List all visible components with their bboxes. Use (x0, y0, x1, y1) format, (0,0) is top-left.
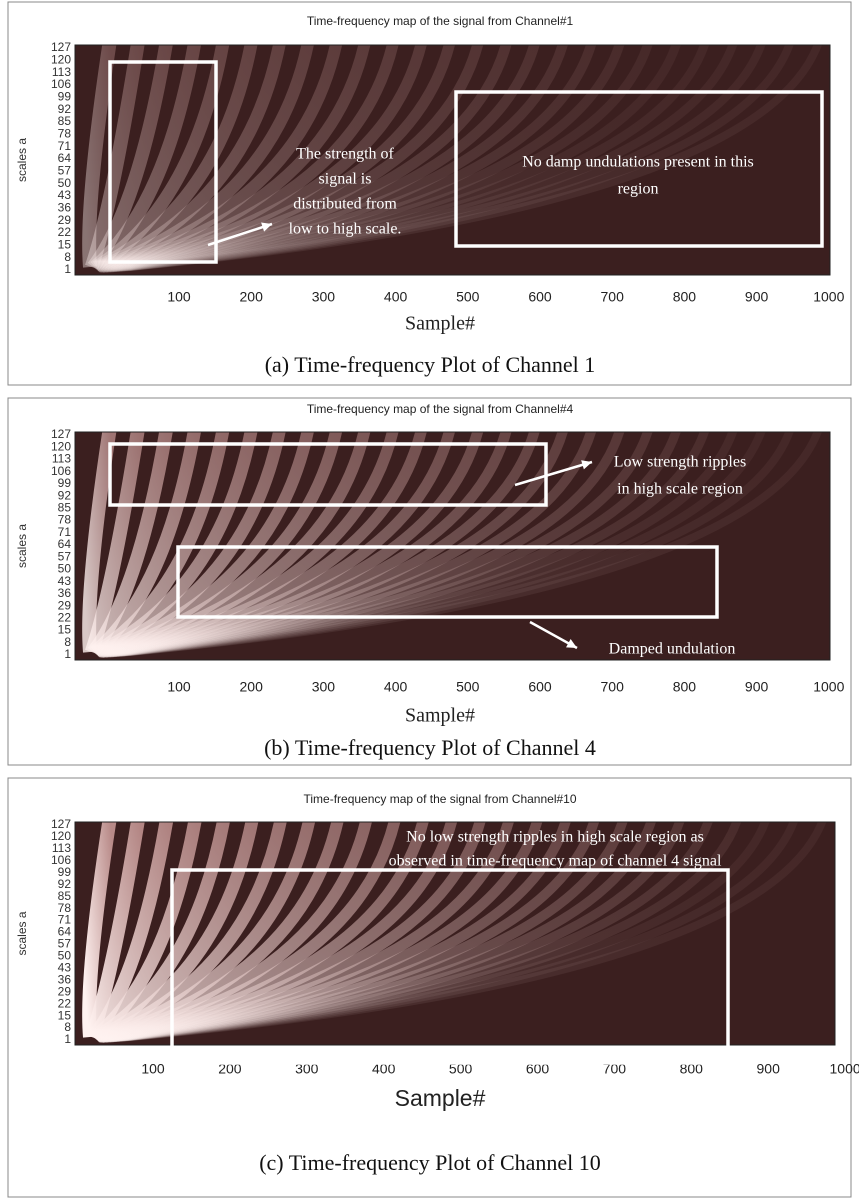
caption: (b) Time-frequency Plot of Channel 4 (264, 735, 596, 760)
panel: Time-frequency map of the signal from Ch… (8, 398, 851, 765)
x-tick-label: 300 (312, 289, 336, 305)
annotation: Damped undulation (617, 1078, 744, 1095)
x-tick-label: 400 (384, 289, 408, 305)
x-tick-label: 900 (757, 1061, 781, 1077)
annotation: region (618, 181, 659, 198)
x-tick-label: 800 (673, 679, 697, 695)
annotation: The strength of (296, 146, 394, 163)
panel: Time-frequency map of the signal from Ch… (8, 778, 859, 1197)
annotation: Damped undulation (609, 641, 736, 658)
x-tick-label: 900 (745, 289, 769, 305)
annotation: No damp undulations present in this (522, 154, 754, 171)
panel-title: Time-frequency map of the signal from Ch… (307, 402, 574, 416)
annotation: No low strength ripples in high scale re… (406, 829, 704, 846)
annotation: distributed from (293, 196, 397, 213)
panel: Time-frequency map of the signal from Ch… (8, 2, 851, 385)
panel-title: Time-frequency map of the signal from Ch… (307, 14, 574, 28)
y-tick-label: 1 (64, 1032, 71, 1046)
caption: (a) Time-frequency Plot of Channel 1 (265, 352, 596, 377)
y-axis-label: scales a (15, 911, 29, 955)
x-tick-label: 500 (456, 289, 480, 305)
annotation: signal is (319, 171, 372, 188)
annotation: Low strength ripples (614, 454, 746, 471)
annotation: in high scale region (617, 481, 743, 498)
x-tick-label: 1000 (830, 1061, 859, 1077)
x-tick-label: 700 (601, 289, 625, 305)
x-axis-label: Sample# (395, 1085, 486, 1111)
x-tick-label: 100 (141, 1061, 165, 1077)
y-axis-label: scales a (15, 138, 29, 182)
x-tick-label: 800 (673, 289, 697, 305)
x-axis-label: Sample# (405, 313, 475, 335)
x-tick-label: 100 (167, 679, 191, 695)
y-axis-label: scales a (15, 524, 29, 568)
x-tick-label: 1000 (813, 679, 844, 695)
figure: Time-frequency map of the signal from Ch… (0, 0, 859, 1199)
x-tick-label: 100 (167, 289, 191, 305)
x-tick-label: 600 (528, 679, 552, 695)
x-tick-label: 1000 (813, 289, 844, 305)
x-tick-label: 600 (528, 289, 552, 305)
annotation: observed in time-frequency map of channe… (389, 853, 722, 870)
y-tick-label: 1 (64, 647, 71, 661)
y-tick-label: 1 (64, 262, 71, 276)
x-tick-label: 200 (240, 289, 264, 305)
x-tick-label: 700 (601, 679, 625, 695)
x-tick-label: 500 (456, 679, 480, 695)
x-tick-label: 900 (745, 679, 769, 695)
panel-title: Time-frequency map of the signal from Ch… (303, 792, 576, 806)
caption: (c) Time-frequency Plot of Channel 10 (259, 1150, 601, 1175)
x-tick-label: 200 (240, 679, 264, 695)
x-axis-label: Sample# (405, 705, 475, 727)
x-tick-label: 400 (384, 679, 408, 695)
annotation: low to high scale. (289, 221, 402, 238)
x-tick-label: 300 (312, 679, 336, 695)
